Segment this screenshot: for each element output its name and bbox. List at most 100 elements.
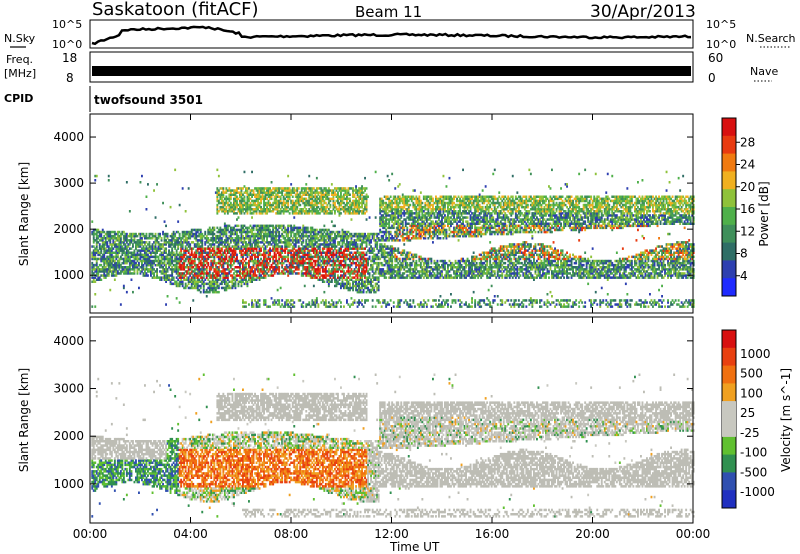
heatmap-cell [371, 255, 374, 259]
heatmap-cell [377, 276, 380, 279]
heatmap-cell [160, 251, 163, 254]
heatmap-cell [323, 224, 326, 228]
heatmap-cell [279, 226, 282, 230]
heatmap-cell [347, 210, 350, 213]
heatmap-cell [376, 288, 379, 292]
heatmap-cell [379, 243, 382, 246]
heatmap-cell [252, 228, 255, 232]
heatmap-cell [225, 255, 228, 259]
heatmap-cell [95, 259, 98, 263]
heatmap-cell [213, 245, 216, 248]
heatmap-cell [388, 237, 391, 240]
heatmap-cell [388, 226, 391, 230]
heatmap-cell [321, 261, 324, 265]
heatmap-cell [281, 303, 284, 306]
heatmap-cell [335, 234, 338, 238]
heatmap-cell [290, 249, 293, 252]
heatmap-cell [246, 208, 249, 211]
heatmap-cell [296, 195, 299, 198]
heatmap-cell [290, 299, 293, 302]
heatmap-cell [98, 268, 101, 271]
heatmap-cell [139, 259, 142, 263]
heatmap-cell [326, 261, 329, 265]
heatmap-cell [338, 255, 341, 259]
heatmap-cell [323, 259, 326, 263]
heatmap-cell [276, 268, 279, 271]
heatmap-cell [101, 255, 104, 259]
heatmap-cell [150, 272, 152, 275]
heatmap-cell [315, 299, 318, 302]
heatmap-cell [145, 234, 148, 238]
heatmap-cell [270, 274, 273, 277]
heatmap-cell [285, 247, 288, 250]
heatmap-cell [226, 278, 229, 281]
heatmap-cell [249, 205, 252, 209]
heatmap-cell [92, 245, 95, 248]
heatmap-cell [347, 247, 350, 250]
heatmap-cell [362, 268, 365, 271]
heatmap-cell [217, 237, 220, 240]
heatmap-cell [163, 272, 166, 275]
heatmap-cell [239, 193, 241, 196]
heatmap-cell [388, 222, 391, 225]
heatmap-cell [174, 257, 177, 261]
heatmap-cell [320, 197, 323, 201]
heatmap-cell [296, 197, 299, 201]
heatmap-cell [356, 203, 359, 207]
heatmap-cell [386, 255, 389, 259]
heatmap-cell [130, 237, 133, 240]
heatmap-cell [385, 255, 388, 259]
heatmap-cell [190, 284, 193, 288]
heatmap-cell [255, 243, 258, 246]
heatmap-cell [180, 249, 183, 252]
heatmap-cell [184, 249, 187, 252]
heatmap-cell [115, 243, 118, 246]
heatmap-cell [314, 208, 317, 211]
heatmap-cell [174, 232, 177, 236]
heatmap-cell [196, 228, 199, 232]
heatmap-cell [340, 284, 342, 288]
heatmap-cell [300, 251, 303, 254]
heatmap-cell [257, 201, 259, 205]
heatmap-cell [228, 187, 231, 190]
heatmap-cell [267, 199, 270, 203]
heatmap-cell [257, 199, 259, 203]
heatmap-cell [296, 237, 299, 240]
heatmap-cell [326, 305, 329, 308]
heatmap-cell [231, 253, 234, 257]
heatmap-cell [225, 274, 228, 277]
heatmap-cell [282, 270, 285, 273]
heatmap-cell [192, 241, 195, 244]
heatmap-cell [368, 237, 371, 240]
heatmap-cell [355, 210, 357, 213]
heatmap-cell [171, 274, 174, 277]
heatmap-cell [100, 259, 103, 263]
heatmap-cell [156, 183, 158, 186]
heatmap-cell [356, 255, 359, 259]
heatmap-cell [178, 251, 181, 254]
heatmap-cell [290, 205, 293, 209]
heatmap-cell [299, 247, 302, 250]
heatmap-cell [318, 278, 321, 281]
heatmap-cell [217, 272, 220, 275]
heatmap-cell [103, 237, 106, 240]
heatmap-cell [382, 230, 385, 234]
heatmap-cell [340, 261, 342, 265]
heatmap-cell [340, 286, 342, 290]
heatmap-cell [337, 280, 339, 283]
heatmap-cell [358, 290, 360, 294]
heatmap-cell [207, 282, 210, 286]
heatmap-cell [355, 286, 357, 290]
heatmap-cell [299, 237, 302, 240]
heatmap-cell [281, 245, 284, 248]
heatmap-cell [228, 268, 231, 271]
heatmap-cell [252, 249, 255, 252]
heatmap-cell [245, 272, 247, 275]
heatmap-cell [190, 230, 193, 234]
heatmap-cell [228, 272, 231, 275]
heatmap-cell [229, 232, 232, 236]
heatmap-cell [377, 263, 380, 267]
heatmap-cell [198, 268, 201, 271]
heatmap-cell [139, 243, 142, 246]
heatmap-cell [324, 253, 327, 257]
